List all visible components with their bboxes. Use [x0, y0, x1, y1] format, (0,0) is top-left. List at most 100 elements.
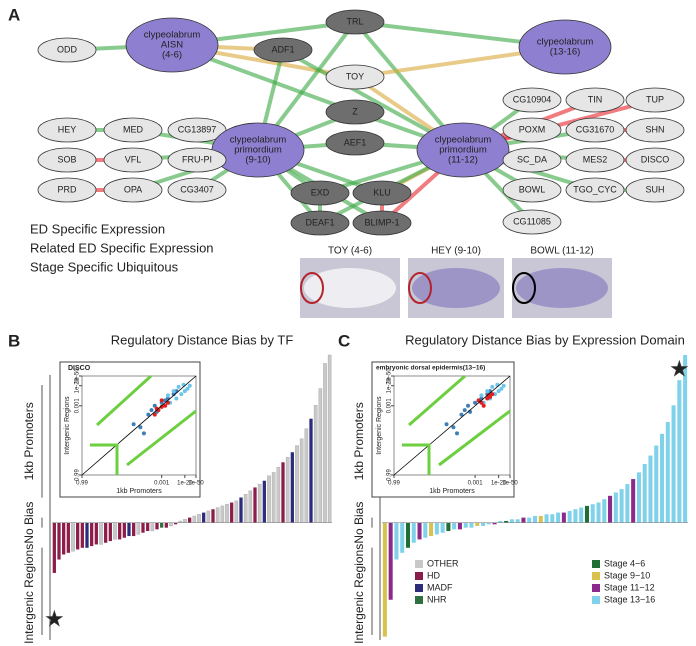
bar: [295, 445, 299, 523]
network-node: [625, 177, 685, 203]
legend-label: Stage 13−16: [604, 594, 655, 604]
x-tick-label: 1e-20: [491, 481, 507, 487]
bar: [309, 418, 313, 523]
bar: [290, 452, 294, 523]
panel-label: C: [338, 331, 350, 350]
y-tick-label: 0.99: [75, 469, 81, 481]
bar: [211, 509, 215, 523]
bar: [602, 499, 607, 523]
bar: [99, 522, 103, 545]
embryo: [516, 268, 608, 308]
bar: [532, 515, 538, 523]
network-node: [325, 64, 385, 90]
x-tick-label: 1e-20: [177, 481, 193, 487]
network-node: [37, 147, 97, 173]
highlight-circle: [300, 272, 324, 304]
bar: [440, 522, 445, 533]
network-node: [625, 147, 685, 173]
bar: [504, 520, 509, 523]
scatter-point: [444, 422, 449, 427]
bar: [648, 455, 653, 523]
node-label: EXD: [311, 187, 330, 197]
threshold: [408, 374, 466, 427]
bar: [423, 522, 428, 538]
node-label: FRU-PI: [182, 154, 212, 164]
network-node: [37, 117, 97, 143]
node-label: CG3407: [180, 184, 214, 194]
node-label: KLU: [373, 187, 391, 197]
embryo: [304, 268, 396, 308]
network-node: [103, 177, 163, 203]
scatter-point: [462, 408, 467, 413]
bar: [631, 479, 636, 523]
network-node: [502, 87, 562, 113]
node-label: SHN: [645, 124, 664, 134]
y-axis-label: No Bias: [22, 502, 36, 544]
scatter-point: [176, 384, 181, 389]
bar: [556, 512, 561, 523]
scatter-point: [486, 393, 491, 398]
bar: [521, 517, 526, 523]
bar: [388, 522, 393, 600]
bar: [243, 493, 248, 523]
legend-swatch: [415, 584, 423, 592]
node-label: MES2: [583, 154, 608, 164]
bar: [579, 507, 584, 523]
bar: [188, 517, 192, 523]
bar: [327, 354, 332, 523]
network-node: [565, 147, 625, 173]
node-label: PRD: [57, 184, 77, 194]
node-label: primordium: [234, 145, 282, 156]
bar: [596, 502, 601, 523]
legend-swatch: [592, 584, 600, 592]
bar: [62, 522, 66, 555]
network-node: [103, 147, 163, 173]
bar: [239, 497, 243, 523]
bar: [225, 504, 229, 523]
inset-x-label: 1kb Promoters: [116, 488, 162, 495]
scatter-point: [171, 389, 176, 394]
network-node: [502, 147, 562, 173]
bar: [271, 472, 276, 523]
scatter-point: [179, 392, 184, 397]
bar: [132, 522, 136, 537]
bar: [85, 522, 89, 548]
bar: [206, 510, 211, 523]
bar: [446, 522, 451, 532]
inset-title: embryonic dorsal epidermis(13−16): [376, 365, 485, 372]
bar: [118, 522, 122, 540]
scatter-point: [501, 383, 506, 388]
bar: [567, 510, 572, 523]
node-label: clypeolabrum: [537, 37, 594, 48]
legend-swatch: [415, 596, 423, 604]
network-nodes: ODDclypeolabrumAISN(4-6)TRLADF1TOYclypeo…: [37, 9, 685, 236]
y-tick-label: 1e-20: [387, 377, 393, 393]
scatter-point: [174, 396, 179, 401]
highlight-circle: [512, 272, 536, 304]
bar: [509, 519, 514, 523]
bar: [400, 522, 405, 553]
bar: [257, 483, 262, 523]
node-label: OPA: [124, 184, 142, 194]
node-label: SUH: [645, 184, 664, 194]
bar: [452, 522, 457, 530]
node-label: TGO_CYC: [573, 184, 617, 194]
bar: [318, 388, 323, 523]
threshold: [438, 409, 511, 467]
bar: [197, 514, 201, 523]
bar: [550, 514, 555, 523]
network-node: [37, 177, 97, 203]
bar: [248, 490, 253, 523]
node-label: POXM: [519, 124, 546, 134]
scatter-point: [496, 389, 501, 394]
bar: [625, 484, 630, 523]
bar: [573, 509, 578, 523]
node-label: clypeolabrum: [435, 135, 492, 146]
network-node: [625, 87, 685, 113]
chart-title: Regulatory Distance Bias by TF: [111, 332, 294, 347]
bar: [113, 522, 117, 540]
network-node: [502, 209, 562, 235]
bar: [52, 522, 56, 573]
bar: [234, 500, 239, 523]
legend-label: HD: [427, 570, 440, 580]
